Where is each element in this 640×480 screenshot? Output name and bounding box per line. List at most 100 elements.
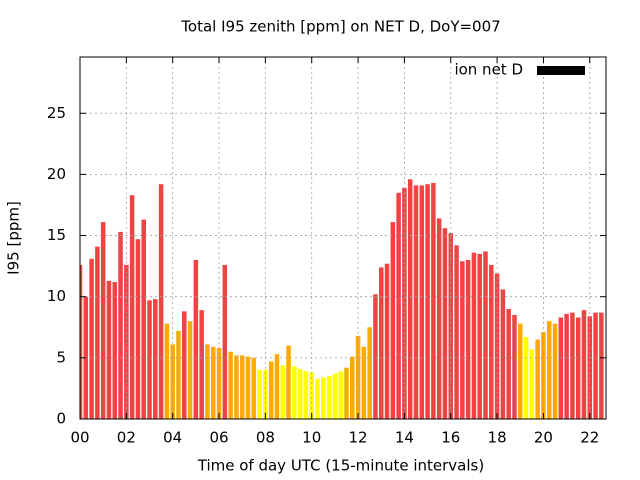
bar	[95, 246, 100, 419]
bar	[106, 280, 112, 419]
bar	[465, 260, 471, 419]
bar	[384, 263, 390, 419]
bar	[164, 323, 170, 419]
bar	[199, 310, 204, 419]
x-tick-label: 04	[163, 429, 182, 447]
bar	[390, 222, 396, 419]
bar	[315, 378, 320, 419]
bar	[141, 219, 146, 419]
bar	[367, 327, 372, 419]
bar	[100, 222, 106, 419]
legend-swatch	[537, 66, 585, 75]
plot-frame	[79, 56, 607, 420]
bar	[228, 351, 233, 419]
x-tick-label: 08	[256, 429, 275, 447]
bar	[460, 261, 465, 419]
bar	[251, 357, 257, 419]
y-tick-label: 20	[47, 165, 66, 183]
bar	[321, 377, 326, 419]
x-axis-label: Time of day UTC (15-minute intervals)	[197, 457, 484, 475]
bar	[344, 367, 349, 419]
bar	[471, 252, 477, 419]
bar	[268, 361, 274, 419]
bar	[494, 273, 500, 419]
bar	[239, 355, 245, 419]
bar	[263, 370, 268, 419]
bar	[193, 260, 199, 419]
bar	[286, 345, 291, 419]
bar	[431, 182, 436, 419]
bar	[483, 251, 488, 419]
bar	[245, 356, 251, 419]
bar	[303, 371, 309, 419]
bar	[575, 317, 581, 419]
bar	[280, 365, 286, 419]
bar	[292, 366, 297, 419]
bar	[419, 185, 425, 419]
bar	[436, 218, 442, 419]
bar	[546, 321, 552, 419]
x-tick-label: 16	[441, 429, 460, 447]
x-tick-label: 12	[349, 429, 368, 447]
bar	[153, 299, 158, 419]
x-tick-label: 14	[395, 429, 414, 447]
bar	[170, 344, 175, 419]
bar	[187, 321, 193, 419]
bar	[512, 315, 517, 419]
x-tick-label: 00	[70, 429, 89, 447]
bar	[535, 339, 540, 419]
bar	[89, 258, 94, 419]
bar	[210, 346, 216, 419]
bar	[112, 282, 118, 419]
x-tick-label: 20	[534, 429, 553, 447]
bar	[135, 239, 141, 419]
bar	[593, 312, 598, 419]
bar	[234, 355, 239, 419]
bar	[518, 323, 523, 419]
legend-label: ion net D	[454, 61, 523, 79]
bar	[176, 330, 181, 419]
bar	[205, 344, 210, 419]
bar	[350, 356, 355, 419]
bar	[378, 267, 384, 419]
y-tick-label: 10	[47, 287, 66, 305]
bar	[373, 294, 378, 419]
x-tick-label: 06	[209, 429, 228, 447]
bar	[118, 231, 123, 419]
chart-title: Total I95 zenith [ppm] on NET D, DoY=007	[180, 18, 500, 36]
x-tick-label: 18	[488, 429, 507, 447]
bar	[523, 337, 529, 419]
bar	[182, 311, 187, 419]
y-tick-label: 15	[47, 226, 66, 244]
bar	[129, 195, 135, 419]
y-tick-label: 5	[56, 348, 66, 366]
bar	[477, 253, 482, 419]
bar	[413, 185, 419, 419]
bar	[297, 368, 303, 419]
bar	[338, 371, 343, 419]
bar	[442, 228, 448, 419]
bar	[570, 312, 575, 419]
x-tick-label: 10	[302, 429, 321, 447]
bar	[309, 372, 314, 419]
bar	[541, 332, 546, 419]
x-tick-label: 02	[117, 429, 136, 447]
bars	[80, 179, 604, 419]
x-tick-label: 22	[580, 429, 599, 447]
bar	[257, 370, 262, 419]
bar	[361, 346, 367, 419]
bar	[558, 317, 564, 419]
bar	[124, 264, 129, 419]
bar	[332, 373, 338, 419]
bar	[274, 354, 280, 419]
bar	[448, 233, 454, 419]
bar	[326, 376, 332, 419]
bar	[564, 313, 569, 419]
bar	[158, 184, 164, 419]
bar	[500, 289, 506, 419]
bar	[425, 184, 430, 419]
bar	[147, 300, 152, 419]
y-tick-label: 0	[56, 410, 66, 428]
y-tick-label: 25	[47, 104, 66, 122]
